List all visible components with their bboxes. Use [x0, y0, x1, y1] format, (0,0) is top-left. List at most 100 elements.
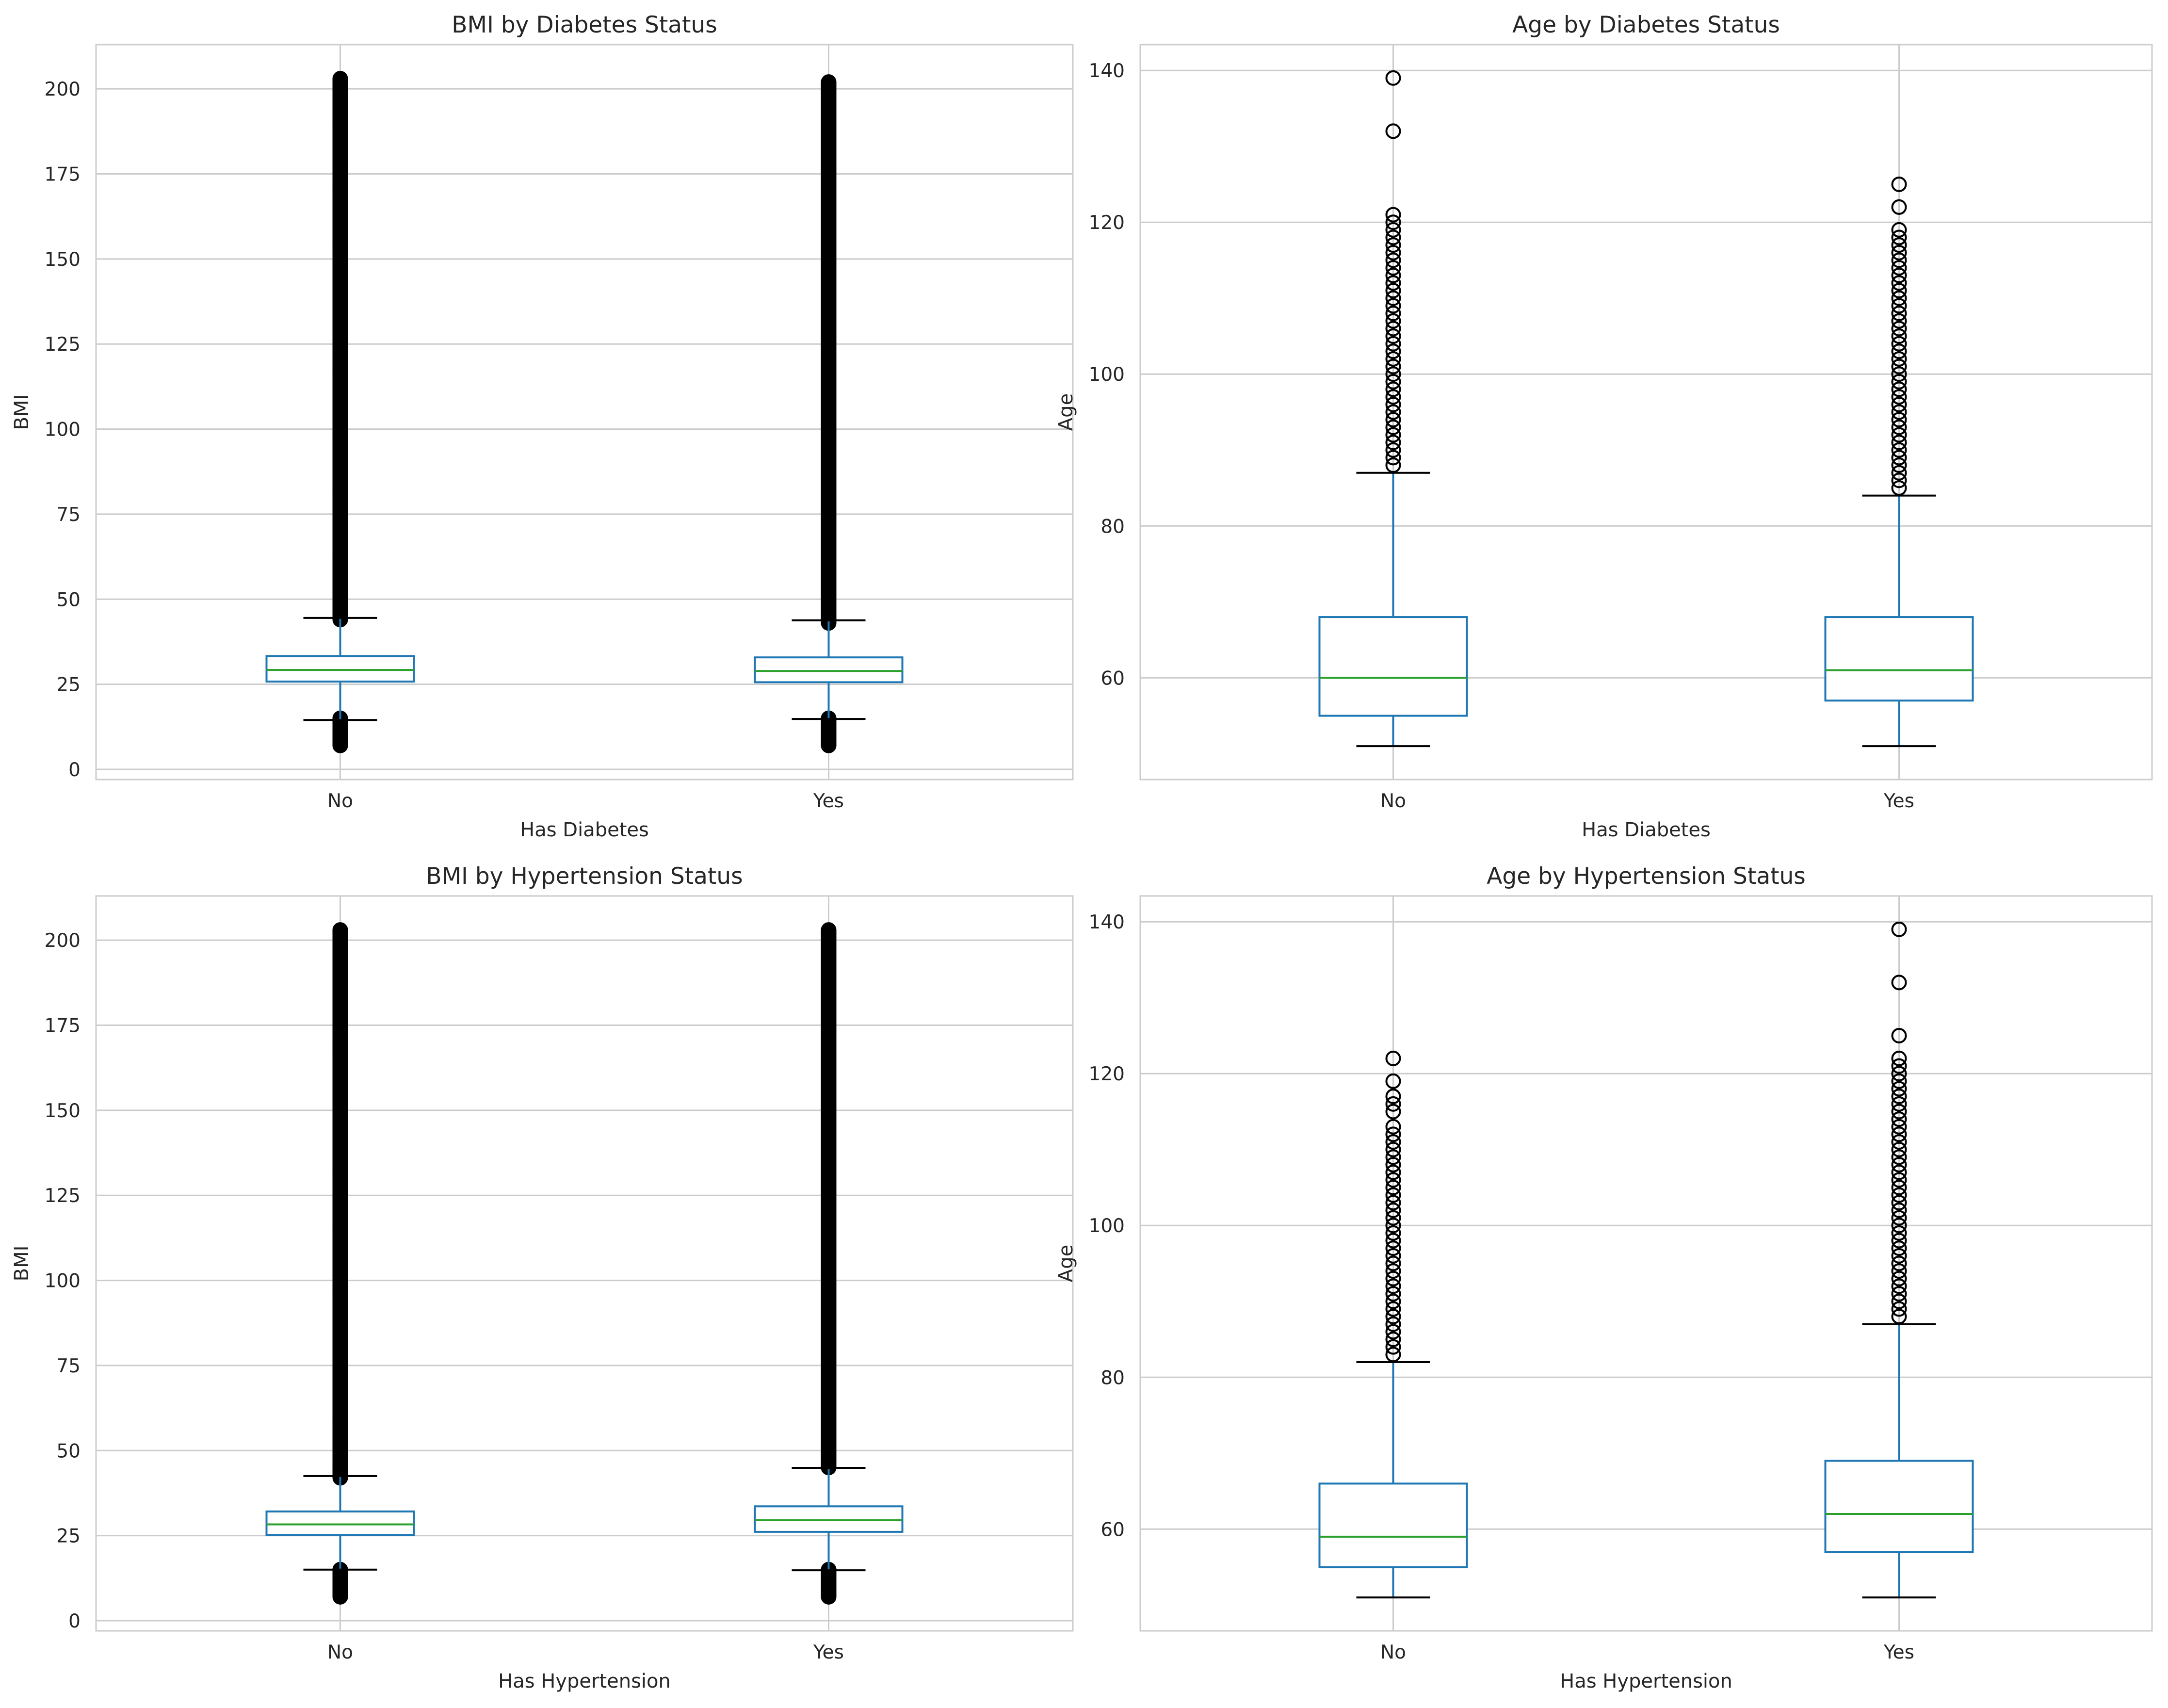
outlier-point: [1891, 450, 1907, 466]
outlier-point: [1891, 1089, 1907, 1105]
outlier-point: [1891, 1218, 1907, 1234]
outlier-point: [1891, 1164, 1907, 1180]
outlier-point: [1385, 321, 1401, 337]
outlier-point: [1891, 1066, 1907, 1082]
x-axis-label: Has Hypertension: [1560, 1670, 1732, 1692]
y-tick-label: 60: [1100, 1519, 1125, 1541]
x-tick-label: Yes: [1883, 790, 1914, 812]
outlier-point: [1385, 283, 1401, 299]
outlier-point: [1385, 1126, 1401, 1142]
outlier-point: [1891, 921, 1907, 937]
outlier-point: [1385, 1301, 1401, 1317]
outlier-point: [1385, 1202, 1401, 1218]
axes-frame: [1139, 895, 2153, 1632]
outlier-point: [821, 922, 837, 938]
y-tick-label: 50: [56, 589, 81, 611]
subplot-4: 60 80 100 120 140 No Yes Age by Hypertension St…: [1055, 863, 2153, 1692]
outlier-point: [1891, 1119, 1907, 1135]
outlier-point: [1385, 435, 1401, 451]
y-tick-label: 200: [45, 930, 81, 952]
outlier-point: [1385, 1309, 1401, 1325]
outlier-point: [1891, 396, 1907, 412]
outlier-point: [1385, 252, 1401, 268]
outlier-point: [1385, 1104, 1401, 1120]
outlier-point: [1385, 442, 1401, 458]
outlier-point: [1385, 1225, 1401, 1241]
outlier-point: [1385, 70, 1401, 86]
subplot-3: 0 25 50 75 100 125 150 175 200 No Yes BMI by Hypert…: [11, 863, 1074, 1692]
outlier-point: [1891, 1210, 1907, 1226]
outlier-point: [1385, 412, 1401, 428]
outlier-point: [1891, 381, 1907, 397]
box-no: [1318, 70, 1468, 748]
box-yes: [754, 74, 904, 753]
outlier-point: [1385, 389, 1401, 405]
outlier-point: [1891, 283, 1907, 299]
y-axis-label: Age: [1055, 1245, 1077, 1282]
outlier-point: [1385, 229, 1401, 245]
iqr-box: [265, 1510, 415, 1536]
outlier-point: [1891, 1278, 1907, 1294]
outlier-point: [1385, 275, 1401, 291]
outlier-point: [1891, 306, 1907, 322]
outlier-point: [1891, 374, 1907, 390]
outlier-point: [1891, 1096, 1907, 1112]
outlier-point: [1891, 457, 1907, 473]
x-tick-label: Yes: [813, 790, 844, 812]
outlier-point: [1385, 1179, 1401, 1195]
x-axis-label: Has Diabetes: [1582, 819, 1711, 841]
outlier-point: [1891, 427, 1907, 443]
outlier-point: [1385, 450, 1401, 466]
outlier-point: [1891, 1248, 1907, 1264]
outlier-point: [1385, 1332, 1401, 1348]
y-tick-label: 120: [1089, 1063, 1125, 1085]
outlier-point: [1891, 1058, 1907, 1074]
outlier-point: [1385, 404, 1401, 420]
outlier-point: [1385, 1270, 1401, 1286]
subplots: 0 25 50 75 100 125 150 175 200 No Yes BMI by Diabet…: [11, 12, 2153, 1692]
x-axis-label: Has Diabetes: [520, 819, 649, 841]
outlier-point: [1385, 306, 1401, 322]
outlier-point: [1385, 336, 1401, 352]
y-tick-label: 120: [1089, 212, 1125, 234]
outlier-point: [1891, 1240, 1907, 1256]
box-no: [265, 922, 415, 1605]
outlier-point: [1891, 1104, 1907, 1120]
x-tick-label: No: [327, 1642, 353, 1663]
outlier-point: [1385, 214, 1401, 230]
axes-frame: [1139, 44, 2153, 781]
outlier-point: [1891, 1293, 1907, 1309]
outlier-point: [1891, 275, 1907, 291]
outlier-point: [1385, 427, 1401, 443]
y-tick-label: 200: [45, 79, 81, 100]
outlier-point: [1891, 975, 1907, 991]
outlier-point: [1385, 351, 1401, 367]
outlier-point: [1891, 321, 1907, 337]
outlier-point: [1385, 237, 1401, 253]
outlier-point: [1385, 328, 1401, 344]
y-tick-label: 0: [68, 1610, 81, 1632]
outlier-point: [1891, 237, 1907, 253]
box-yes: [754, 922, 904, 1605]
outlier-point: [1385, 1218, 1401, 1234]
y-tick-label: 175: [45, 1015, 81, 1037]
y-tick-label: 80: [1100, 1367, 1125, 1389]
iqr-box: [754, 656, 904, 683]
outlier-point: [1385, 1316, 1401, 1332]
outlier-point: [1891, 1233, 1907, 1249]
outlier-point: [1385, 1119, 1401, 1135]
iqr-box: [1824, 1460, 1974, 1553]
outlier-point: [1891, 472, 1907, 488]
outlier-point: [1385, 1286, 1401, 1302]
outlier-point: [1891, 244, 1907, 260]
chart-title: Age by Hypertension Status: [1487, 863, 1806, 890]
x-tick-label: No: [1380, 1642, 1406, 1663]
outlier-point: [1891, 176, 1907, 192]
y-tick-label: 50: [56, 1440, 81, 1462]
outlier-point: [1385, 207, 1401, 223]
outlier-point: [1385, 1240, 1401, 1256]
outlier-point: [1385, 1195, 1401, 1211]
outlier-point: [1385, 1050, 1401, 1066]
outlier-point: [1385, 358, 1401, 374]
x-axis-label: Has Hypertension: [498, 1670, 671, 1692]
